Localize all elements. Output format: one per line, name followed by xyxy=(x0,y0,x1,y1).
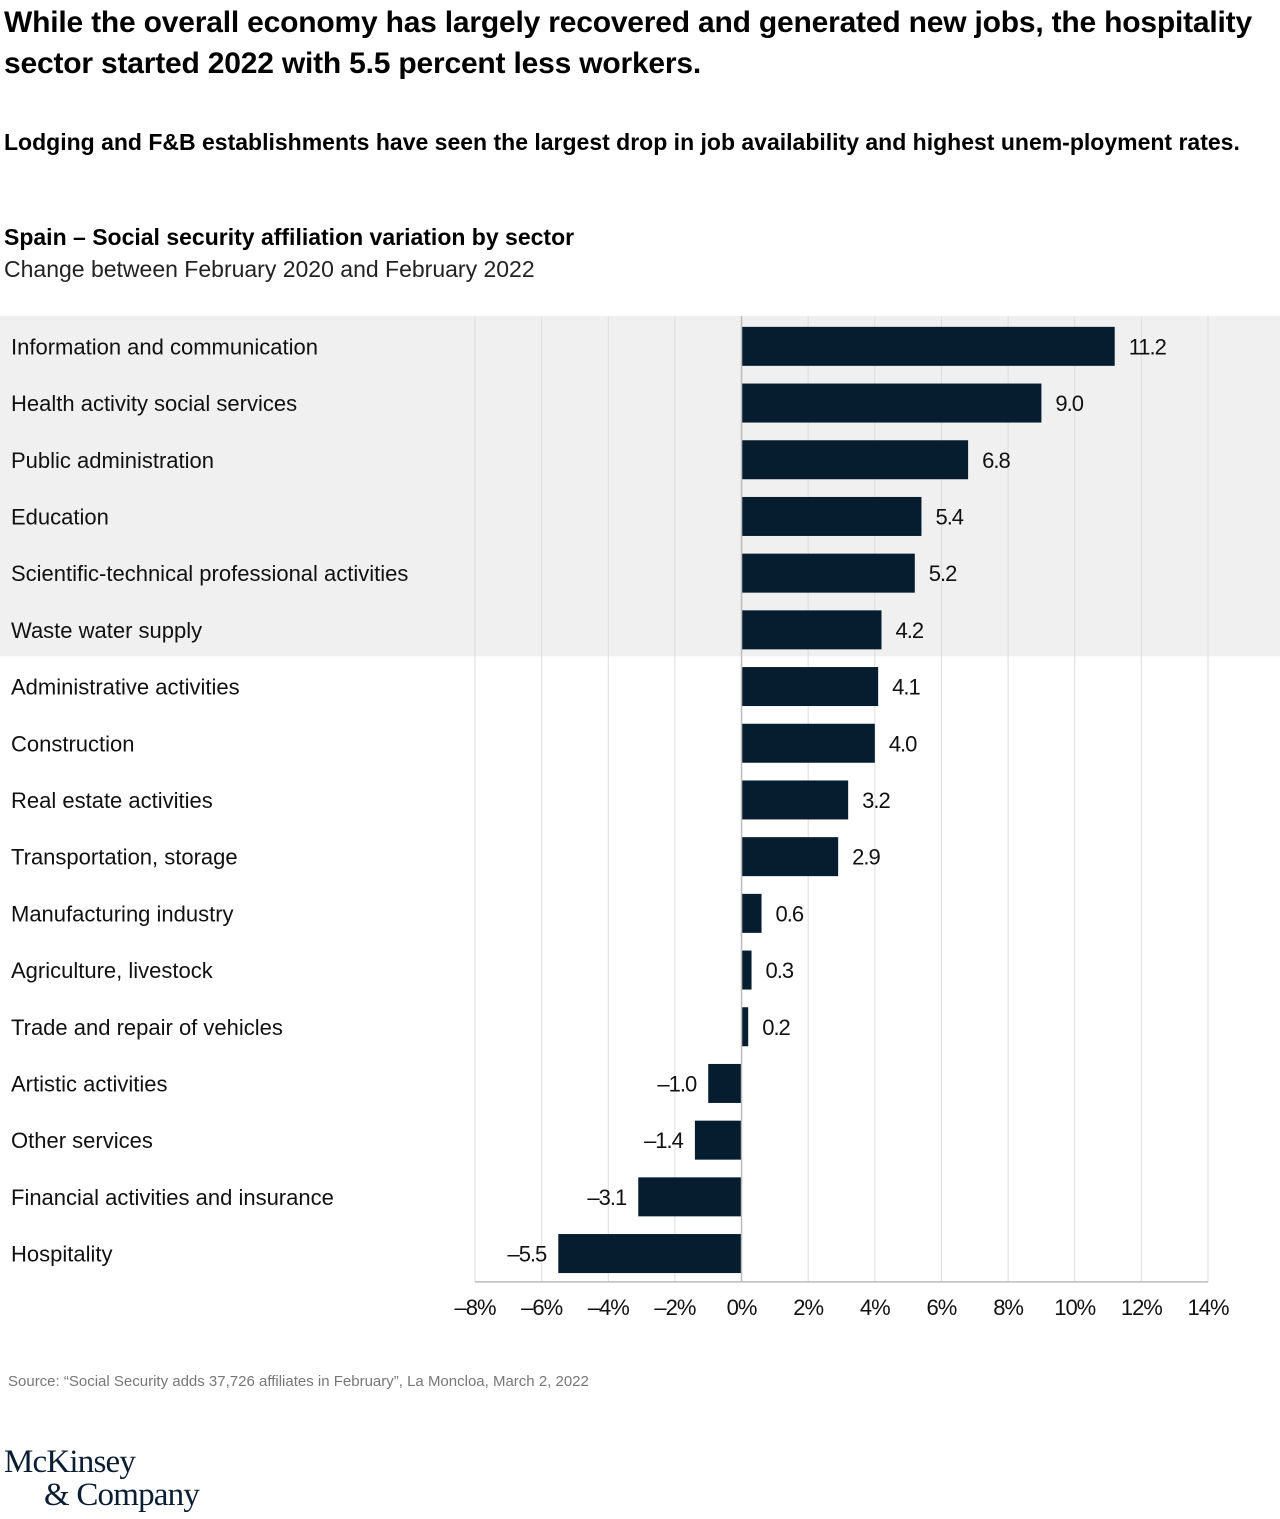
source-note: Source: “Social Security adds 37,726 aff… xyxy=(8,1373,589,1390)
bar xyxy=(741,780,849,820)
category-label: Financial activities and insurance xyxy=(11,1185,334,1210)
x-tick-label: 8% xyxy=(993,1295,1023,1320)
highlight-band xyxy=(0,316,1280,657)
category-label: Hospitality xyxy=(11,1242,112,1267)
bar xyxy=(741,1007,749,1047)
category-label: Real estate activities xyxy=(11,788,213,813)
x-tick-label: 14% xyxy=(1187,1295,1228,1320)
chart-subtitle: Change between February 2020 and Februar… xyxy=(4,256,535,282)
value-label: 3.2 xyxy=(862,788,890,813)
value-label: –5.5 xyxy=(507,1242,547,1267)
category-label: Education xyxy=(11,504,109,529)
bar xyxy=(741,440,969,480)
x-tick-label: –4% xyxy=(588,1295,629,1320)
value-label: –1.0 xyxy=(657,1071,697,1096)
value-label: 0.2 xyxy=(762,1015,790,1040)
x-tick-label: –6% xyxy=(521,1295,562,1320)
value-label: –1.4 xyxy=(644,1128,684,1153)
bar xyxy=(741,610,882,650)
bar-chart: Information and communication 11.2 Health … xyxy=(0,316,1280,1320)
category-label: Artistic activities xyxy=(11,1071,167,1096)
value-label: 9.0 xyxy=(1055,391,1083,416)
value-label: 11.2 xyxy=(1129,334,1167,359)
x-tick-label: 2% xyxy=(793,1295,823,1320)
x-tick-label: 12% xyxy=(1121,1295,1162,1320)
category-label: Administrative activities xyxy=(11,675,240,700)
subheadline: Lodging and F&B establishments have seen… xyxy=(4,129,1240,155)
x-tick-label: 4% xyxy=(860,1295,890,1320)
bar xyxy=(741,553,915,593)
bar xyxy=(694,1120,742,1160)
category-label: Trade and repair of vehicles xyxy=(11,1015,283,1040)
mckinsey-logo: McKinsey & Company xyxy=(4,1444,200,1513)
category-label: Other services xyxy=(11,1128,153,1153)
bar xyxy=(741,496,922,536)
bar xyxy=(708,1063,742,1103)
bar xyxy=(741,326,1115,366)
x-tick-label: –2% xyxy=(654,1295,695,1320)
x-tick-label: 10% xyxy=(1054,1295,1095,1320)
value-label: 4.2 xyxy=(895,618,923,643)
category-label: Health activity social services xyxy=(11,391,297,416)
x-tick-label: –8% xyxy=(454,1295,495,1320)
category-label: Public administration xyxy=(11,448,214,473)
category-label: Transportation, storage xyxy=(11,845,238,870)
category-label: Construction xyxy=(11,731,135,756)
logo-line-2: & Company xyxy=(44,1477,200,1513)
headline: While the overall economy has largely re… xyxy=(4,6,1252,80)
chart-title: Spain – Social security affiliation vari… xyxy=(4,224,575,250)
bar xyxy=(741,667,879,707)
category-label: Agriculture, livestock xyxy=(11,958,214,983)
bar xyxy=(558,1234,742,1274)
x-tick-label: 6% xyxy=(927,1295,957,1320)
category-label: Information and communication xyxy=(11,334,318,359)
logo-line-1: McKinsey xyxy=(4,1444,136,1480)
value-label: 0.3 xyxy=(766,958,794,983)
x-tick-label: 0% xyxy=(727,1295,757,1320)
value-label: 5.4 xyxy=(935,504,963,529)
category-label: Manufacturing industry xyxy=(11,901,234,926)
value-label: 4.1 xyxy=(892,675,920,700)
bar xyxy=(741,837,839,877)
bar xyxy=(741,723,875,763)
value-label: –3.1 xyxy=(587,1185,627,1210)
value-label: 0.6 xyxy=(776,901,804,926)
value-label: 2.9 xyxy=(852,845,880,870)
category-label: Waste water supply xyxy=(11,618,202,643)
value-label: 4.0 xyxy=(889,731,917,756)
value-label: 6.8 xyxy=(982,448,1010,473)
category-label: Scientific-technical professional activi… xyxy=(11,561,408,586)
bar xyxy=(741,893,762,933)
bar xyxy=(638,1177,742,1217)
bar xyxy=(741,950,752,990)
value-label: 5.2 xyxy=(929,561,957,586)
bar xyxy=(741,383,1042,423)
